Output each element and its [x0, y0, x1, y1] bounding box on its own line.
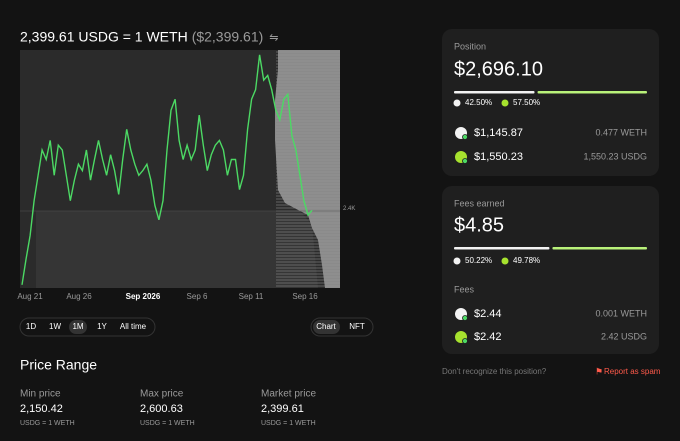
timeframe-button[interactable]: 1D [26, 322, 36, 331]
share-label: 49.78% [513, 256, 540, 265]
share-bar [454, 247, 550, 250]
row-usd: $1,145.87 [474, 127, 523, 139]
pair-price: 2,399.61 USDG = 1 WETH [20, 29, 188, 45]
mini-icon [453, 99, 461, 107]
range-unit: USDG = 1 WETH [140, 420, 195, 427]
swap-icon[interactable]: ⇋ [269, 32, 278, 44]
view-toggle [310, 317, 374, 337]
card-title: Fees earned [454, 198, 505, 208]
range-unit: USDG = 1 WETH [261, 420, 316, 427]
selected-pill [313, 320, 340, 334]
x-label: Aug 26 [66, 292, 92, 301]
range-value: 2,600.63 [140, 403, 183, 415]
range-unit: USDG = 1 WETH [20, 420, 75, 427]
share-bar [454, 91, 535, 94]
liquidity-lines [276, 51, 340, 287]
icon-badge [462, 315, 468, 321]
row-amount: 0.001 WETH [595, 308, 647, 318]
x-label: Sep 11 [239, 292, 264, 301]
timeframe-button[interactable]: All time [120, 322, 147, 331]
row-usd: $1,550.23 [474, 151, 523, 163]
x-label: Sep 2026 [126, 292, 161, 301]
x-label: Sep 6 [187, 292, 208, 301]
card-total: $2,696.10 [454, 58, 543, 80]
flag-icon: ⚑ [595, 366, 603, 376]
section-title: Price Range [20, 357, 97, 373]
timeframe-button[interactable]: 1M [72, 322, 83, 331]
range-value: 2,399.61 [261, 403, 304, 415]
timeframe-button[interactable]: 1Y [97, 322, 107, 331]
share-label: 50.22% [465, 256, 492, 265]
range-label: Min price [20, 389, 61, 400]
usd-price: ($2,399.61) [192, 29, 264, 45]
icon-badge [462, 338, 468, 344]
share-bar [537, 91, 647, 94]
mini-icon [501, 99, 509, 107]
timeframe-button[interactable]: 1W [49, 322, 61, 331]
icon-badge [462, 134, 468, 140]
x-label: Sep 16 [292, 292, 318, 301]
share-bar [552, 247, 647, 250]
card-title: Position [454, 41, 486, 51]
share-label: 42.50% [465, 98, 492, 107]
range-label: Market price [261, 389, 316, 400]
timeframe-group [19, 317, 156, 337]
row-usd: $2.42 [474, 331, 502, 343]
price-line [21, 54, 313, 285]
icon-badge [462, 158, 468, 164]
fees-card [442, 186, 659, 354]
card-total: $4.85 [454, 214, 504, 236]
x-label: Aug 21 [17, 292, 43, 301]
row-amount: 2.42 USDG [601, 331, 647, 341]
card-subtitle: Fees [454, 284, 475, 294]
y-tick-label: 2.4K [343, 206, 355, 212]
mini-icon [501, 257, 509, 265]
range-value: 2,150.42 [20, 403, 63, 415]
row-usd: $2.44 [474, 308, 502, 320]
view-button[interactable]: Chart [316, 322, 336, 331]
position-card [442, 29, 659, 176]
row-amount: 0.477 WETH [595, 127, 647, 137]
range-label: Max price [140, 389, 184, 400]
range-area [36, 211, 318, 288]
view-button[interactable]: NFT [349, 322, 365, 331]
mini-icon [453, 257, 461, 265]
footer-question: Don't recognize this position? [442, 367, 547, 376]
selected-pill [69, 320, 87, 334]
share-label: 57.50% [513, 98, 540, 107]
report-link[interactable]: Report as spam [604, 367, 661, 376]
row-amount: 1,550.23 USDG [583, 151, 647, 161]
